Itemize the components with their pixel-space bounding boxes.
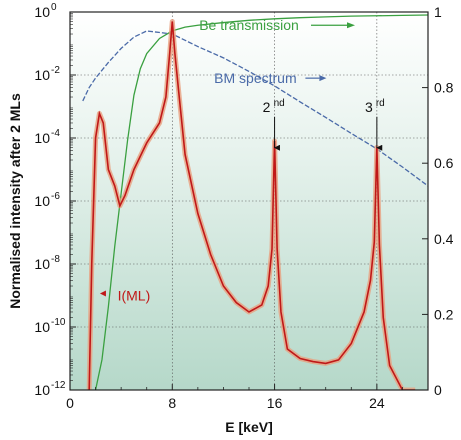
y2-tick-label-3: 0.6 <box>434 155 454 171</box>
y-tick-exponent-6: -12 <box>51 380 66 391</box>
x-tick-label-3: 24 <box>369 395 385 411</box>
y-tick-exponent-4: -8 <box>51 254 60 265</box>
series-label-arrowhead-0 <box>347 22 355 29</box>
series-label-arrowhead-1 <box>319 75 327 82</box>
y-tick-label-0: 10 <box>34 4 50 20</box>
harmonic-superscript-4: rd <box>376 98 385 109</box>
y2-tick-label-4: 0.8 <box>434 80 454 96</box>
y-tick-label-3: 10 <box>34 193 50 209</box>
y-tick-label-1: 10 <box>34 67 50 83</box>
y-tick-exponent-2: -4 <box>51 128 60 139</box>
y-tick-exponent-3: -6 <box>51 191 60 202</box>
y-tick-label-4: 10 <box>34 256 50 272</box>
series-label-1: BM spectrum <box>214 70 296 86</box>
y2-tick-label-0: 0 <box>434 382 442 398</box>
series-label-2: I(ML) <box>118 288 151 304</box>
series-line-0 <box>94 14 428 390</box>
y-tick-label-6: 10 <box>34 382 50 398</box>
series-line-2 <box>88 21 416 390</box>
y-axis-title: Normalised intensity after 2 MLs <box>7 93 23 309</box>
harmonic-label-4: 3 <box>365 99 373 115</box>
series-layer <box>82 14 428 390</box>
x-tick-label-2: 16 <box>267 395 283 411</box>
harmonic-superscript-3: nd <box>274 98 285 109</box>
y2-tick-label-5: 1 <box>434 4 442 20</box>
series-line-1 <box>82 30 428 187</box>
y-tick-exponent-0: 0 <box>51 2 57 13</box>
y-tick-label-5: 10 <box>34 319 50 335</box>
y2-tick-label-1: 0.2 <box>434 306 454 322</box>
x-tick-label-0: 0 <box>66 395 74 411</box>
x-tick-label-1: 8 <box>168 395 176 411</box>
harmonic-label-3: 2 <box>263 99 271 115</box>
y-tick-label-2: 10 <box>34 130 50 146</box>
y-tick-exponent-1: -2 <box>51 65 60 76</box>
x-axis-title: E [keV] <box>225 419 272 435</box>
series-label-arrowhead-2 <box>99 290 106 297</box>
y2-tick-label-2: 0.4 <box>434 231 454 247</box>
y-tick-exponent-5: -10 <box>51 317 66 328</box>
series-label-0: Be transmission <box>199 17 299 33</box>
